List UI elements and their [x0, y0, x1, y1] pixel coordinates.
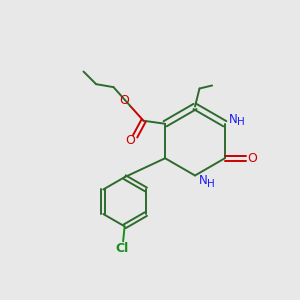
Text: O: O [120, 94, 130, 107]
Text: O: O [248, 152, 257, 165]
Text: H: H [237, 117, 244, 127]
Text: Cl: Cl [116, 242, 129, 255]
Text: N: N [229, 113, 238, 126]
Text: H: H [207, 179, 214, 189]
Text: O: O [125, 134, 135, 147]
Text: N: N [199, 174, 208, 188]
